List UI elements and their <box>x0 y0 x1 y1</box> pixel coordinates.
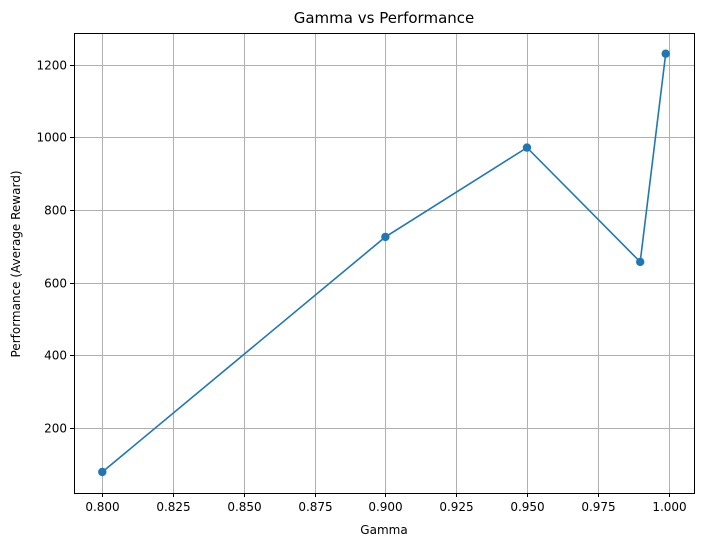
y-grid <box>74 65 694 429</box>
data-point <box>522 143 532 152</box>
x-axis-label: Gamma <box>360 523 407 537</box>
x-tick-label: 0.900 <box>368 500 402 514</box>
x-grid <box>102 33 670 493</box>
x-tick-label: 0.950 <box>510 500 544 514</box>
data-point <box>98 467 107 477</box>
x-tick-label: 0.850 <box>227 500 261 514</box>
x-tick-label: 0.875 <box>298 500 332 514</box>
x-tick-label: 0.800 <box>85 500 119 514</box>
data-point <box>636 257 645 267</box>
y-tick-label: 800 <box>44 204 67 218</box>
chart-title: Gamma vs Performance <box>294 9 475 27</box>
x-tick-label: 1.000 <box>652 500 686 514</box>
plot-frame <box>74 33 695 494</box>
x-tick-label: 0.925 <box>439 500 473 514</box>
y-tick-label: 1200 <box>36 59 67 73</box>
y-tick-label: 200 <box>44 422 67 436</box>
x-tick-label: 0.975 <box>581 500 615 514</box>
x-tick-label: 0.825 <box>156 500 190 514</box>
y-axis-label: Performance (Average Reward) <box>9 170 23 357</box>
y-ticks: 200 400 600 800 1000 1200 <box>36 59 74 436</box>
data-point <box>661 49 670 58</box>
y-tick-label: 600 <box>44 277 67 291</box>
x-ticks: 0.800 0.825 0.850 0.875 0.900 0.925 0.950 0.975… <box>85 493 687 514</box>
data-point <box>381 232 390 242</box>
y-tick-label: 400 <box>44 349 67 363</box>
series-layer <box>98 49 670 477</box>
series-line <box>101 53 667 473</box>
y-tick-label: 1000 <box>36 131 67 145</box>
